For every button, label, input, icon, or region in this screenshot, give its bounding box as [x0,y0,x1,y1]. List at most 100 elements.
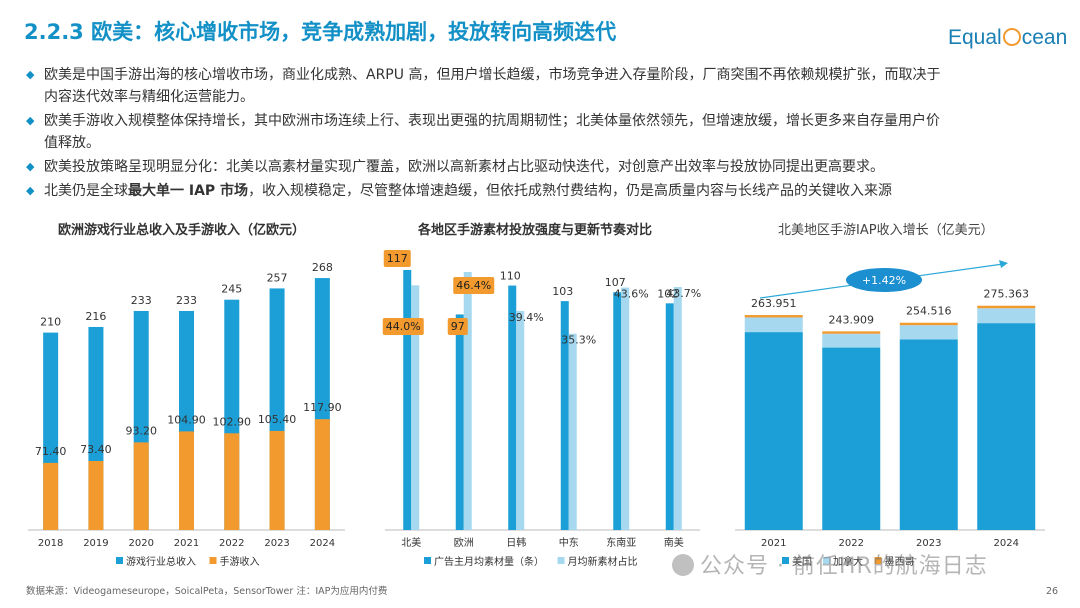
logo-text-left: Equal [948,26,1002,49]
x-tick-label: 2021 [761,538,786,549]
bar-creative-count [403,270,412,530]
legend-label: 广告主月均素材量（条） [434,555,544,568]
bar-mobile-revenue [314,419,330,530]
bar-mobile-revenue [269,430,285,530]
data-label-total: 268 [312,261,333,274]
highlight-label-box [383,250,411,267]
bullet-text: 欧美是中国手游出海的核心增收市场，商业化成熟、ARPU 高，但用户增长趋缓，市场… [44,67,941,83]
bar-new-creative-share [411,285,420,530]
legend-label: 墨西哥 [885,556,915,568]
legend-swatch [782,557,789,564]
bullet-item: ◆ 欧美手游收入规模整体保持增长，其中欧洲市场连续上行、表现出更强的抗周期韧性；… [26,110,1056,154]
data-label-count: 117 [387,252,408,265]
bar-new-creative-share [673,287,682,530]
bar-mobile-revenue [88,461,104,530]
data-label-mobile: 102.90 [213,415,252,428]
bullet-text-post: ，收入规模稳定，尽管整体增速趋缓，但依托成熟付费结构，仍是高质量内容与长线产品的… [248,183,893,199]
data-label-share: 44.0% [386,320,421,333]
data-label-total: 263.951 [751,297,797,310]
x-tick-label: 2021 [174,538,199,549]
legend-swatch [557,557,565,564]
bullet-item: ◆ 欧美投放策略呈现明显分化：北美以高素材量实现广覆盖，欧洲以高新素材占比驱动快… [26,156,1056,178]
stacked-segment [822,331,881,334]
x-tick-label: 南美 [664,536,684,549]
bar-creative-count [508,285,517,530]
bullet-text: 欧美手游收入规模整体保持增长，其中欧洲市场连续上行、表现出更强的抗周期韧性；北美… [44,113,940,129]
bar-mobile-revenue [179,431,194,530]
bullet-item: ◆ 北美仍是全球最大单一 IAP 市场，收入规模稳定，尽管整体增速趋缓，但依托成… [26,180,1056,202]
chart1-title: 欧洲游戏行业总收入及手游收入（亿欧元） [58,223,306,238]
watermark: 公众号 · 前任HR的航海日志 [672,548,988,580]
bar-mobile-revenue [133,442,149,530]
legend-swatch [874,557,882,564]
data-label-count: 97 [451,320,465,333]
x-tick-label: 2023 [916,538,941,549]
legend-swatch [116,557,123,564]
legend-label: 手游收入 [220,555,260,568]
highlight-label-box [382,318,424,335]
data-label-mobile: 73.40 [80,443,112,456]
x-tick-label: 欧洲 [454,537,474,549]
bar-new-creative-share [463,272,472,530]
stacked-segment [744,332,803,530]
x-tick-label: 北美 [401,536,421,549]
data-label-count: 103 [552,285,573,298]
diamond-icon: ◆ [26,160,35,173]
data-label-total: 233 [176,294,197,307]
stacked-segment [744,315,803,318]
x-tick-label: 2023 [264,538,289,549]
data-label-share: 35.3% [561,334,596,347]
legend-label: 美国 [792,555,812,568]
page-title: 2.2.3 欧美：核心增收市场，竞争成熟加剧，投放转向高频迭代 [24,20,617,44]
data-label-total: 257 [267,271,288,284]
data-label-total: 210 [40,316,61,329]
stacked-segment [744,317,803,333]
data-label-share: 43.7% [666,287,701,300]
logo-ring-icon [1002,28,1021,46]
bar-mobile-revenue [43,462,59,530]
page-number: 26 [1046,586,1059,597]
stacked-segment [899,322,958,326]
data-label-total: 245 [221,283,242,296]
bullet-list: ◆ 欧美是中国手游出海的核心增收市场，商业化成熟、ARPU 高，但用户增长趋缓，… [26,64,1056,204]
stacked-segment [899,339,958,530]
data-label-count: 102 [657,287,678,300]
data-label-total: 243.909 [829,313,875,326]
bullet-text-cont: 内容迭代效率与精细化运营能力。 [44,89,254,105]
stacked-segment [899,325,958,340]
x-tick-label: 2018 [38,538,63,549]
legend-label: 游戏行业总收入 [126,555,196,568]
wechat-icon [672,554,694,576]
data-label-mobile: 71.40 [35,445,67,458]
bar-new-creative-share [516,310,525,530]
logo-text-right: cean [1021,26,1068,49]
data-label-total: 254.516 [906,305,952,318]
bullet-text: 欧美投放策略呈现明显分化：北美以高素材量实现广覆盖，欧洲以高新素材占比驱动快迭代… [44,159,884,175]
data-label-mobile: 117.90 [303,401,342,414]
stacked-segment [822,333,881,348]
highlight-label-box [453,277,495,294]
data-label-total: 216 [85,310,106,323]
bullet-item: ◆ 欧美是中国手游出海的核心增收市场，商业化成熟、ARPU 高，但用户增长趋缓，… [26,64,1056,108]
data-label-mobile: 93.20 [125,424,157,437]
growth-label: +1.42% [862,274,906,287]
legend-label: 加拿大 [833,555,863,568]
bar-creative-count [613,292,622,530]
x-tick-label: 2022 [839,538,864,549]
x-tick-label: 2019 [83,538,108,549]
data-label-share: 43.6% [614,288,649,301]
data-label-count: 107 [605,276,626,289]
x-tick-label: 2024 [994,538,1019,549]
data-source: 数据来源：Videogameseurope，SoicalPeta，SensorT… [26,586,388,597]
diamond-icon: ◆ [26,114,35,127]
x-tick-label: 2020 [128,538,153,549]
bar-creative-count [455,314,464,530]
x-tick-label: 中东 [559,536,579,549]
legend-swatch [209,557,217,564]
bar-creative-count [665,303,674,530]
bar-mobile-revenue [224,433,240,530]
bullet-text-pre: 北美仍是全球 [44,183,128,199]
data-label-count: 110 [500,270,521,283]
